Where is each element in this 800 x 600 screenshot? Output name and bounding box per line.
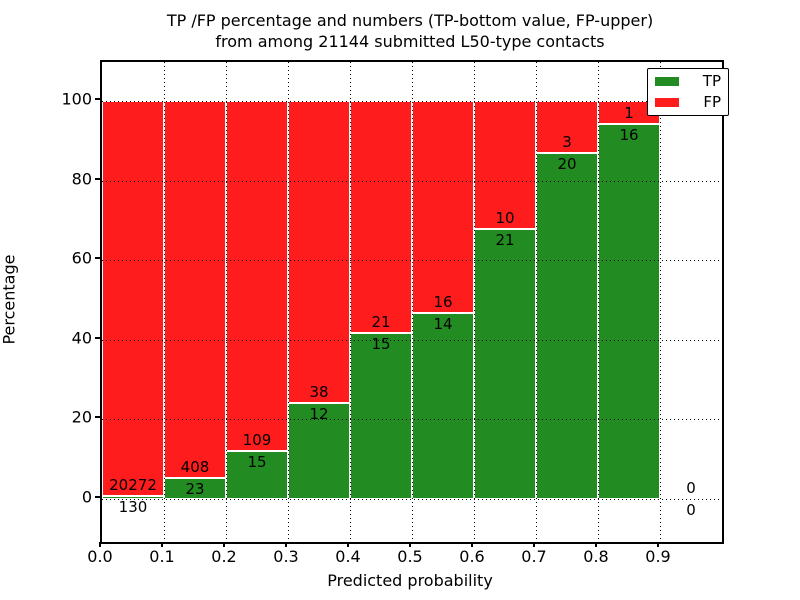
x-tick-mark [657, 542, 659, 547]
tp-bar-segment [536, 152, 598, 499]
x-tick-label: 0.5 [397, 547, 423, 566]
tp-count-label: 15 [371, 335, 391, 354]
legend-label: FP [703, 93, 721, 111]
v-gridline [474, 62, 475, 542]
fp-bar-segment [164, 101, 226, 478]
y-tick-mark [95, 336, 100, 339]
x-tick-label: 0.6 [459, 547, 485, 566]
y-tick-label: 60 [71, 248, 92, 268]
fp-bar-segment [226, 101, 288, 451]
fp-bar-segment [288, 101, 350, 404]
y-tick-label: 80 [71, 169, 92, 189]
x-tick-label: 0.2 [211, 547, 237, 566]
fp-count-label: 3 [562, 132, 572, 151]
v-gridline [226, 62, 227, 542]
x-axis-label: Predicted probability [327, 571, 493, 590]
tp-count-label: 0 [686, 501, 696, 519]
y-tick-mark [95, 496, 100, 498]
y-tick-label: 100 [61, 89, 92, 109]
tp-bar-segment [288, 403, 350, 499]
tp-count-label: 16 [619, 126, 639, 145]
fp-bar-segment [412, 101, 474, 314]
y-tick-mark [95, 177, 100, 180]
fp-count-label: 10 [495, 209, 515, 228]
x-tick-mark [533, 542, 535, 547]
tp-count-label: 130 [118, 498, 148, 517]
v-gridline [660, 62, 661, 542]
y-tick-label: 20 [71, 407, 92, 427]
x-tick-label: 0.3 [273, 547, 299, 566]
tp-count-label: 12 [309, 405, 329, 424]
fp-swatch-icon [655, 98, 679, 107]
tp-bar-segment [226, 450, 288, 499]
x-tick-label: 0.7 [521, 547, 547, 566]
fp-count-label: 109 [242, 430, 272, 449]
x-tick-label: 0.1 [149, 547, 175, 566]
fp-bar-segment [350, 101, 412, 334]
x-tick-label: 0.9 [645, 547, 671, 566]
x-tick-mark [161, 542, 163, 547]
v-gridline [412, 62, 413, 542]
fp-count-label: 21 [371, 313, 391, 332]
x-tick-label: 0.0 [87, 547, 113, 566]
x-tick-mark [409, 542, 411, 547]
chart-title-line2: from among 21144 submitted L50-type cont… [215, 32, 605, 51]
y-tick-mark [95, 98, 100, 100]
v-gridline [598, 62, 599, 542]
legend-item-tp: TP [655, 74, 721, 89]
chart-title-line1: TP /FP percentage and numbers (TP-bottom… [166, 11, 654, 30]
x-tick-label: 0.4 [335, 547, 361, 566]
tp-count-label: 20 [557, 154, 577, 173]
x-tick-mark [223, 542, 225, 547]
tp-bar-segment [102, 496, 164, 499]
x-tick-mark [595, 542, 597, 547]
tp-bar-segment [350, 333, 412, 499]
x-tick-mark [347, 542, 349, 547]
x-tick-mark [471, 542, 473, 547]
fp-count-label: 20272 [109, 476, 157, 495]
y-axis-label: Percentage [0, 254, 19, 345]
x-tick-mark [285, 542, 287, 547]
x-tick-mark [99, 542, 101, 547]
chart-title: TP /FP percentage and numbers (TP-bottom… [100, 10, 720, 52]
legend-label: TP [702, 72, 721, 90]
tp-count-label: 21 [495, 231, 515, 250]
legend-item-fp: FP [655, 95, 721, 110]
x-tick-label: 0.8 [583, 547, 609, 566]
tp-count-label: 14 [433, 315, 453, 334]
y-tick-label: 40 [71, 328, 92, 348]
tp-bar-segment [598, 124, 660, 499]
fp-bar-segment [102, 101, 164, 497]
y-tick-mark [95, 416, 100, 419]
tp-swatch-icon [655, 77, 679, 86]
tp-count-label: 15 [247, 452, 267, 471]
tp-bar-segment [412, 313, 474, 499]
tp-count-label: 23 [185, 479, 205, 498]
fp-count-label: 0 [686, 479, 696, 497]
tp-bar-segment [474, 229, 536, 499]
y-tick-mark [95, 257, 100, 260]
fp-count-label: 408 [180, 457, 210, 476]
fp-count-label: 38 [309, 383, 329, 402]
plot-area: TP FP 20272 130 408 23 109 15 38 12 21 15 16 14 10 21 3… [100, 60, 729, 544]
v-gridline [164, 62, 165, 542]
legend: TP FP [647, 68, 729, 116]
fp-count-label: 16 [433, 293, 453, 312]
y-tick-label: 0 [81, 487, 92, 507]
fp-count-label: 1 [624, 104, 634, 123]
v-gridline [288, 62, 289, 542]
v-gridline [536, 62, 537, 542]
v-gridline [350, 62, 351, 542]
